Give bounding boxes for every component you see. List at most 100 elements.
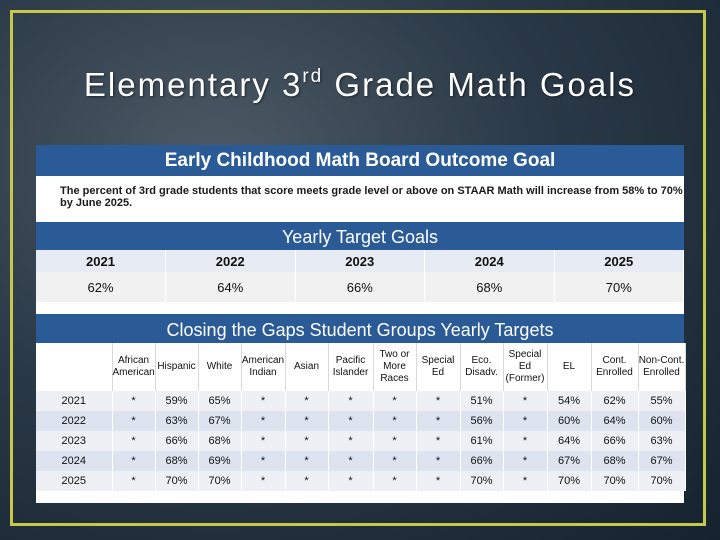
board-goal-header: Early Childhood Math Board Outcome Goal	[36, 145, 684, 176]
row-year-cell: 2022	[36, 411, 113, 431]
group-target-cell: 59%	[155, 391, 199, 411]
group-target-cell: *	[328, 411, 374, 431]
yearly-targets-table: 2021 2022 2023 2024 2025 62% 64% 66% 68%…	[36, 250, 684, 302]
group-target-cell: *	[416, 411, 461, 431]
table-row: 2021 * 59% 65% * * * * * 51% * 54% 62% 55%	[36, 391, 686, 411]
corner-cell	[36, 343, 113, 391]
group-target-cell: 54%	[547, 391, 592, 411]
group-target-cell: 60%	[638, 411, 686, 431]
group-target-cell: 68%	[198, 431, 242, 451]
group-column-header: Hispanic	[155, 343, 199, 391]
group-target-cell: 64%	[547, 431, 592, 451]
group-target-cell: *	[416, 431, 461, 451]
group-column-header: Cont. Enrolled	[591, 343, 639, 391]
group-target-cell: 66%	[460, 451, 504, 471]
group-target-cell: *	[285, 391, 329, 411]
group-target-cell: *	[285, 451, 329, 471]
group-target-cell: *	[112, 451, 156, 471]
group-target-cell: 70%	[460, 471, 504, 491]
yearly-goals-header: Yearly Target Goals	[36, 222, 684, 250]
group-target-cell: 66%	[155, 431, 199, 451]
row-year-cell: 2025	[36, 471, 113, 491]
year-header-row: 2021 2022 2023 2024 2025	[36, 250, 684, 272]
group-target-cell: *	[416, 471, 461, 491]
group-target-cell: *	[285, 431, 329, 451]
group-target-cell: *	[328, 431, 374, 451]
target-cell: 62%	[36, 272, 166, 302]
group-target-cell: *	[503, 431, 548, 451]
group-target-cell: 67%	[638, 451, 686, 471]
group-target-cell: 66%	[591, 431, 639, 451]
group-target-cell: *	[328, 391, 374, 411]
year-cell: 2025	[554, 250, 684, 272]
group-target-cell: *	[373, 471, 417, 491]
group-target-cell: *	[416, 451, 461, 471]
table-row: 2023 * 66% 68% * * * * * 61% * 64% 66% 63%	[36, 431, 686, 451]
group-target-cell: *	[112, 431, 156, 451]
group-target-cell: *	[503, 451, 548, 471]
row-year-cell: 2023	[36, 431, 113, 451]
group-target-cell: *	[328, 451, 374, 471]
student-groups-table: African American Hispanic White American In…	[36, 343, 686, 491]
group-target-cell: *	[285, 411, 329, 431]
group-column-header: Non-Cont. Enrolled	[638, 343, 686, 391]
row-year-cell: 2024	[36, 451, 113, 471]
group-header-row: African American Hispanic White American In…	[36, 343, 686, 391]
goals-panel: Early Childhood Math Board Outcome Goal …	[36, 145, 686, 503]
group-target-cell: *	[241, 391, 286, 411]
spacer	[36, 302, 684, 314]
group-target-cell: 62%	[591, 391, 639, 411]
group-target-cell: 55%	[638, 391, 686, 411]
spacer	[36, 214, 684, 222]
row-year-cell: 2021	[36, 391, 113, 411]
group-target-cell: *	[241, 431, 286, 451]
group-target-cell: *	[373, 411, 417, 431]
table-row: 2024 * 68% 69% * * * * * 66% * 67% 68% 67%	[36, 451, 686, 471]
group-target-cell: *	[373, 391, 417, 411]
group-target-cell: *	[241, 471, 286, 491]
year-cell: 2021	[36, 250, 166, 272]
group-column-header: American Indian	[241, 343, 286, 391]
group-column-header: Eco. Disadv.	[460, 343, 504, 391]
group-target-cell: 51%	[460, 391, 504, 411]
group-target-cell: 67%	[198, 411, 242, 431]
group-target-cell: 60%	[547, 411, 592, 431]
group-target-cell: *	[503, 391, 548, 411]
gaps-header: Closing the Gaps Student Groups Yearly T…	[36, 314, 684, 343]
group-target-cell: *	[241, 451, 286, 471]
group-target-cell: *	[373, 431, 417, 451]
group-target-cell: 70%	[198, 471, 242, 491]
group-target-cell: *	[112, 471, 156, 491]
group-target-cell: *	[416, 391, 461, 411]
group-target-cell: *	[503, 471, 548, 491]
group-column-header: EL	[547, 343, 592, 391]
group-target-cell: *	[241, 411, 286, 431]
group-target-cell: 56%	[460, 411, 504, 431]
group-target-cell: 68%	[591, 451, 639, 471]
group-target-cell: 70%	[591, 471, 639, 491]
table-row: 2025 * 70% 70% * * * * * 70% * 70% 70% 70%	[36, 471, 686, 491]
group-rows: 2021 * 59% 65% * * * * * 51% * 54% 62% 55% 2022 * 63% 67%…	[36, 391, 686, 491]
group-column-header: Special Ed (Former)	[503, 343, 548, 391]
group-target-cell: 68%	[155, 451, 199, 471]
group-target-cell: *	[112, 411, 156, 431]
group-target-cell: 69%	[198, 451, 242, 471]
group-target-cell: 70%	[547, 471, 592, 491]
group-target-cell: 70%	[155, 471, 199, 491]
group-target-cell: *	[112, 391, 156, 411]
group-target-cell: 70%	[638, 471, 686, 491]
group-target-cell: *	[328, 471, 374, 491]
slide-title: Elementary 3rd Grade Math Goals	[0, 66, 720, 104]
goal-statement: The percent of 3rd grade students that s…	[60, 185, 683, 209]
title-superscript: rd	[302, 66, 324, 87]
target-cell: 66%	[295, 272, 425, 302]
group-target-cell: *	[373, 451, 417, 471]
target-cell: 64%	[165, 272, 296, 302]
target-cell: 70%	[554, 272, 684, 302]
title-suffix: Grade Math Goals	[323, 66, 637, 103]
slide-frame	[10, 10, 706, 526]
group-column-header: Two or More Races	[373, 343, 417, 391]
group-column-header: Special Ed	[416, 343, 461, 391]
group-target-cell: 67%	[547, 451, 592, 471]
table-row: 2022 * 63% 67% * * * * * 56% * 60% 64% 60%	[36, 411, 686, 431]
